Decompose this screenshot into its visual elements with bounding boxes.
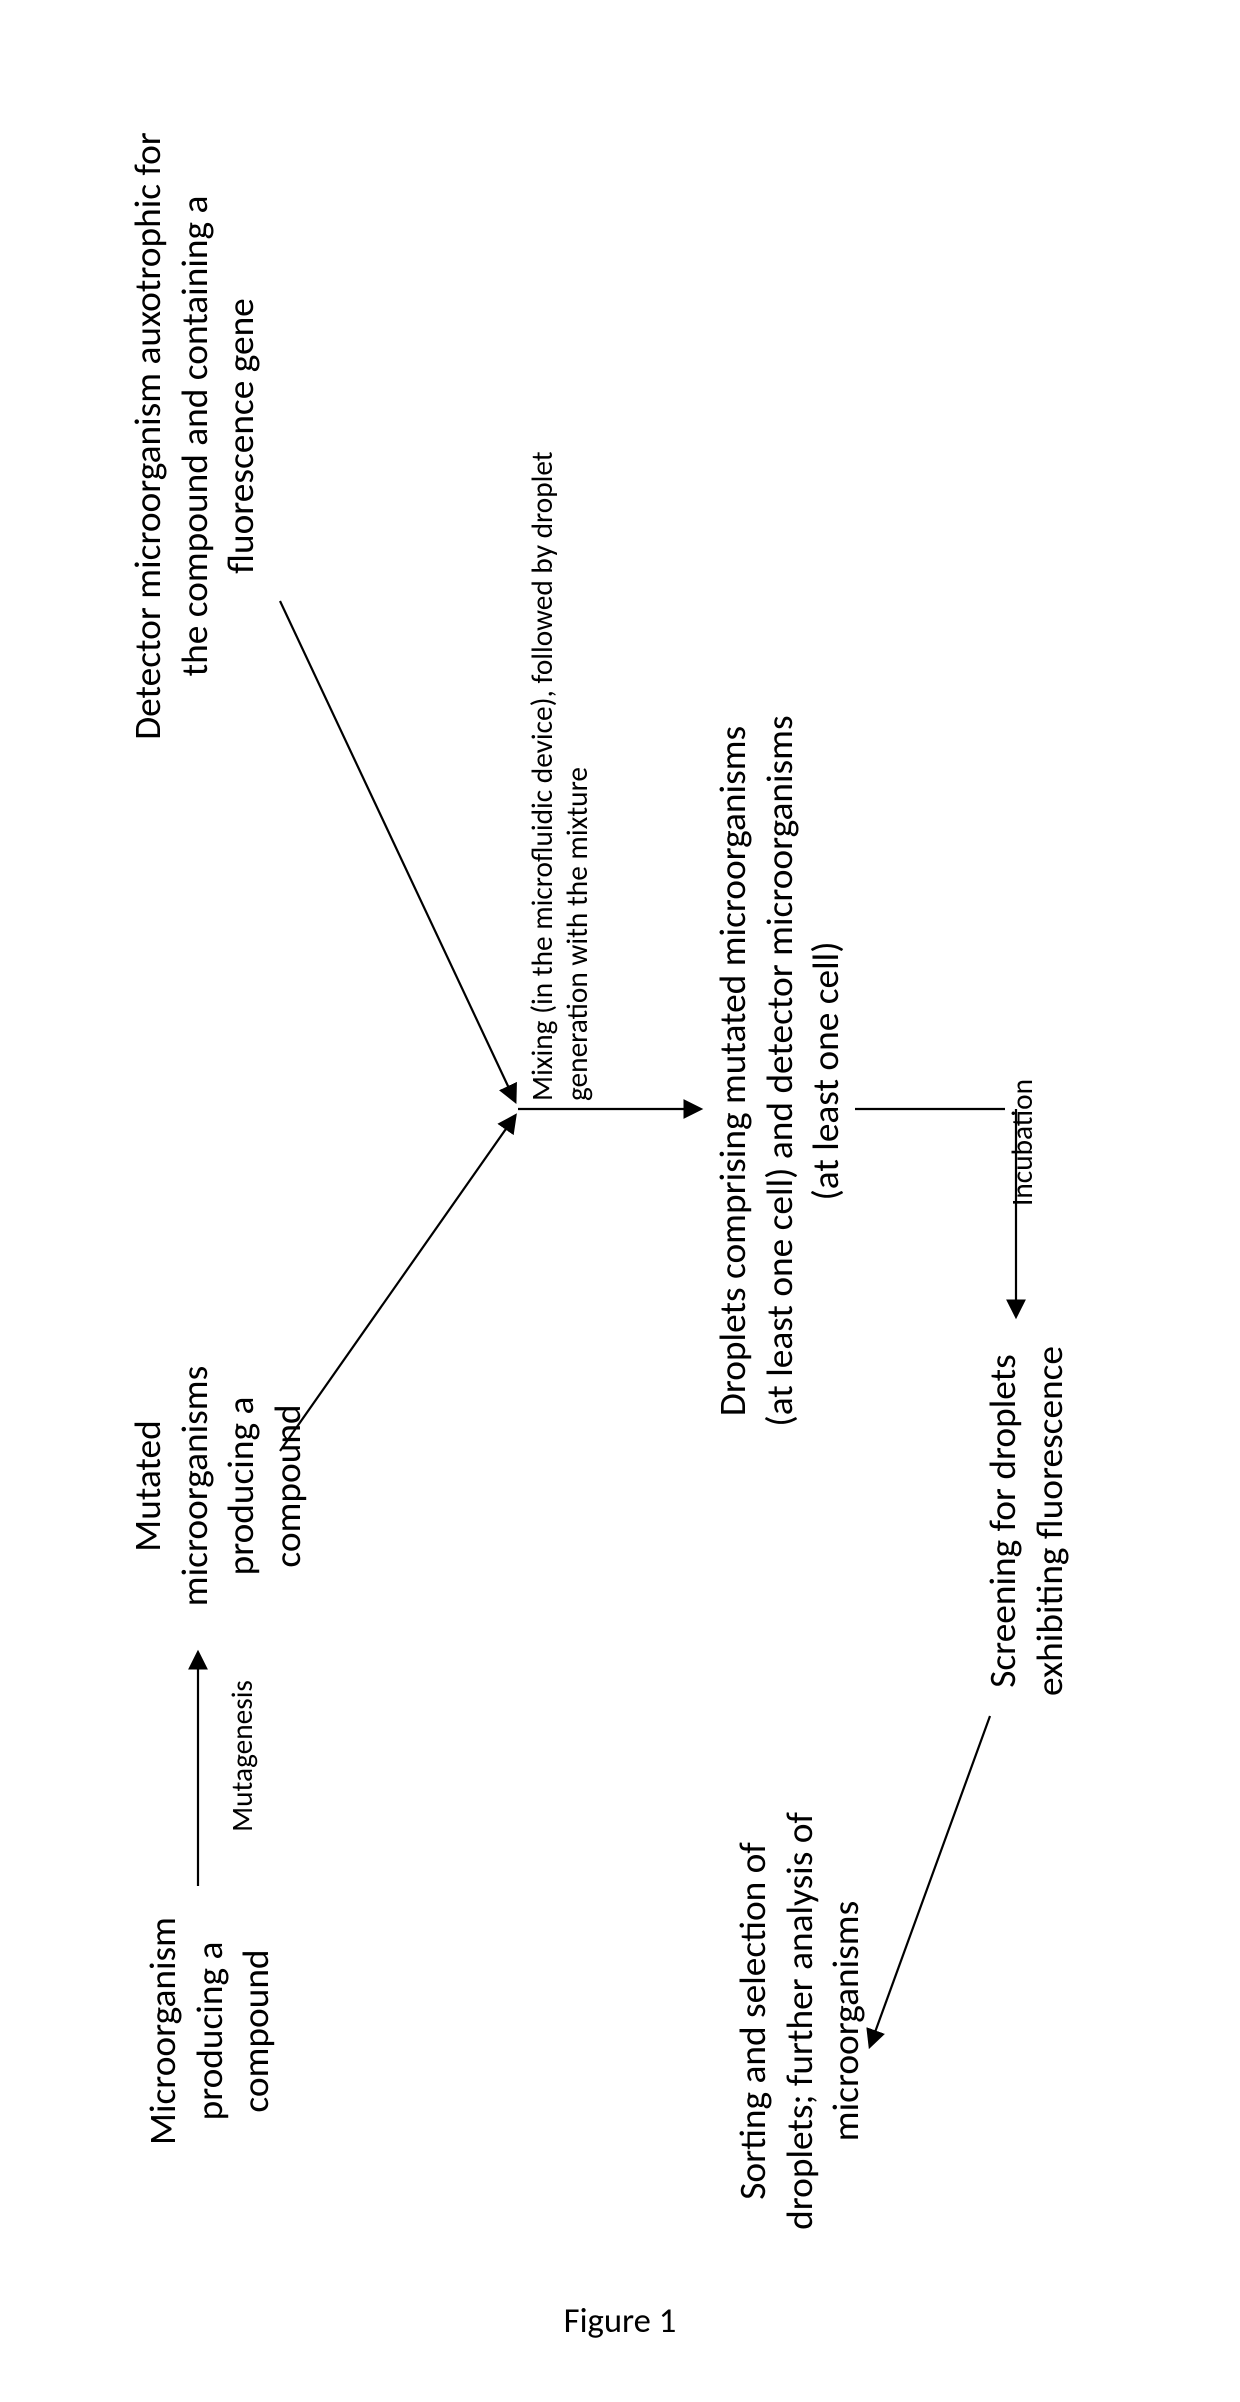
edge-n2-merge xyxy=(280,1116,515,1451)
edge-label-e1: Mutagenesis xyxy=(225,1656,260,1856)
figure-caption: Figure 1 xyxy=(0,2300,1240,2342)
node-n5: Screening for droplets exhibiting fluore… xyxy=(980,1316,1073,1726)
edge-label-e2: Mixing (in the microfluidic device), fol… xyxy=(525,421,595,1101)
edge-n3-merge xyxy=(280,601,515,1101)
node-n3: Detector microorganism auxotrophic for t… xyxy=(125,131,265,741)
node-n1: Microorganism producing a compound xyxy=(140,1881,280,2181)
node-n2: Mutated microorganisms producing a compo… xyxy=(125,1321,312,1651)
node-n6: Sorting and selection of droplets; furth… xyxy=(730,1801,870,2241)
node-n4: Droplets comprising mutated microorganis… xyxy=(710,711,850,1431)
edge-label-e3: Incubation xyxy=(1005,1006,1040,1206)
diagram-canvas: Microorganism producing a compound Mutate… xyxy=(70,101,1170,2301)
edge-n5-n6 xyxy=(870,1716,990,2046)
